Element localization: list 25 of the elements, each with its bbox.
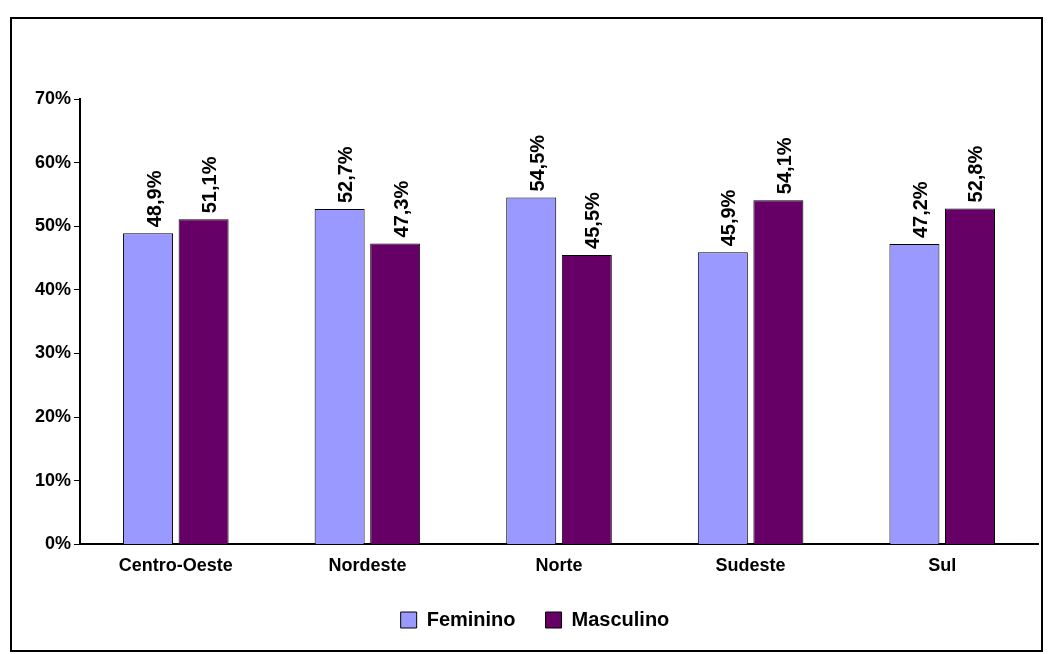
data-label: 54,1% <box>772 137 795 195</box>
legend-label: Feminino <box>426 607 516 630</box>
data-label: 52,8% <box>964 145 987 203</box>
y-tick-label: 40% <box>35 278 72 299</box>
x-tick-label: Norte <box>535 555 583 576</box>
y-tick-label: 60% <box>35 151 72 172</box>
data-label: 51,1% <box>198 156 221 214</box>
data-label: 45,5% <box>581 191 604 249</box>
legend-label: Masculino <box>571 607 670 630</box>
data-label: 54,5% <box>525 134 548 192</box>
data-label: 48,9% <box>142 170 165 228</box>
y-tick-label: 20% <box>35 406 72 427</box>
x-tick-label: Nordeste <box>328 555 407 576</box>
y-tick-label: 30% <box>35 342 72 363</box>
y-tick-label: 0% <box>45 533 72 554</box>
y-tick-label: 50% <box>35 215 72 236</box>
y-tick-label: 10% <box>35 469 72 490</box>
data-label: 52,7% <box>334 146 357 204</box>
y-tick-label: 70% <box>35 87 72 108</box>
x-tick-label: Sudeste <box>715 555 786 576</box>
data-label: 47,2% <box>908 181 931 239</box>
x-tick-label: Centro-Oeste <box>118 555 233 576</box>
data-label: 47,3% <box>389 180 412 238</box>
data-label: 45,9% <box>717 189 740 247</box>
x-tick-label: Sul <box>928 555 957 576</box>
